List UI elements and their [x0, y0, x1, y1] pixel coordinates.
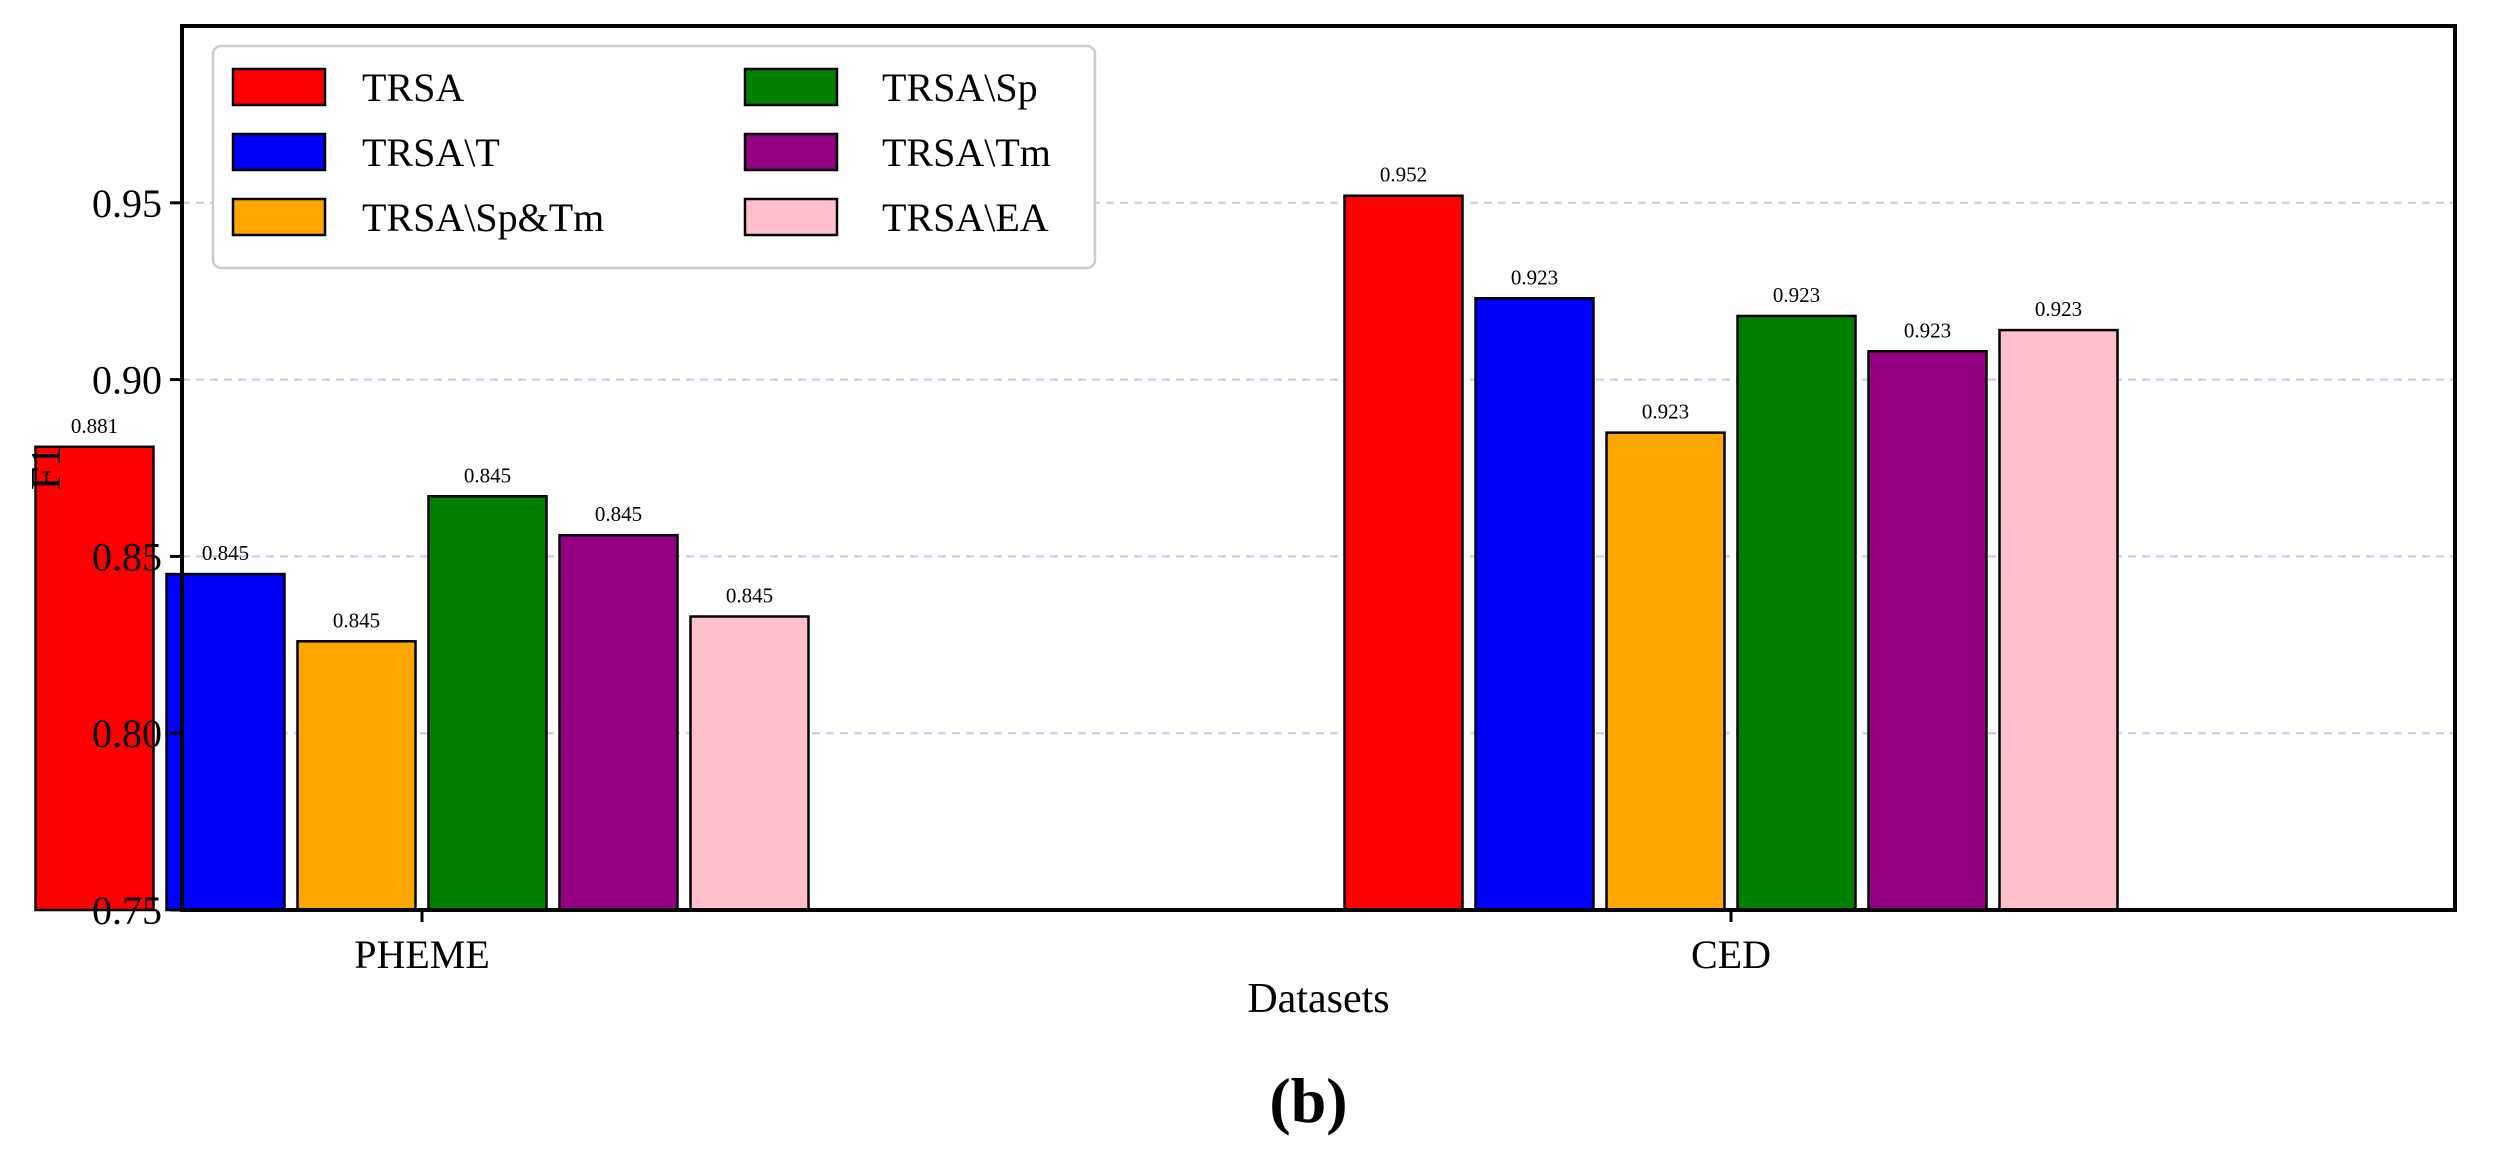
bar-pheme-0 [34, 445, 155, 912]
legend-label: TRSA\Sp&Tm [362, 195, 604, 240]
legend-swatch [231, 132, 327, 172]
data-label: 0.845 [202, 541, 249, 565]
data-label: 0.881 [71, 414, 118, 438]
legend-label: TRSA\EA [882, 195, 1049, 240]
data-label: 0.923 [2035, 297, 2082, 321]
legend-swatch [231, 197, 327, 237]
bar-pheme-4 [558, 533, 679, 912]
legend-box [211, 44, 1097, 270]
y-tick-label: 0.80 [92, 711, 162, 756]
bar-ced-5 [1998, 328, 2119, 912]
y-tick-label: 0.85 [92, 534, 162, 579]
data-label: 0.845 [595, 502, 642, 526]
legend-swatch [743, 132, 839, 172]
data-label: 0.923 [1511, 265, 1558, 289]
bar-ced-2 [1605, 431, 1726, 912]
data-label: 0.845 [464, 463, 511, 487]
legend-label: TRSA\Sp [882, 65, 1038, 110]
x-tick-label: CED [1691, 932, 1771, 977]
panel-label: (b) [1269, 1065, 1347, 1136]
bar-pheme-5 [689, 615, 810, 912]
data-label: 0.845 [726, 584, 773, 608]
y-tick-label: 0.75 [92, 888, 162, 933]
legend-label: TRSA\Tm [882, 130, 1051, 175]
data-label: 0.923 [1904, 318, 1951, 342]
legend-swatch [231, 67, 327, 107]
plot-frame [180, 24, 2457, 912]
legend-label: TRSA [362, 65, 464, 110]
data-label: 0.952 [1380, 163, 1427, 187]
x-tick-label: PHEME [354, 932, 490, 977]
bar-pheme-1 [165, 572, 286, 912]
legend: TRSA TRSA\T TRSA\Sp&Tm TRSA\Sp TRSA\Tm TRSA\E… [211, 44, 1097, 270]
data-labels: 0.881 0.845 0.845 0.845 0.845 0.845 0.952 0.923… [71, 163, 2082, 633]
bar-pheme-3 [427, 495, 548, 912]
y-tick-label: 0.90 [92, 358, 162, 403]
y-tick-label: 0.95 [92, 181, 162, 226]
y-axis-label: F1 [24, 446, 70, 490]
bar-ced-1 [1474, 297, 1595, 912]
x-axis-ticks: PHEME CED [354, 910, 1771, 977]
legend-swatch [743, 197, 839, 237]
bar-ced-0 [1343, 194, 1464, 912]
legend-label: TRSA\T [362, 130, 500, 175]
data-label: 0.923 [1773, 283, 1820, 307]
bar-pheme-2 [296, 640, 417, 912]
legend-swatch [743, 67, 839, 107]
bar-ced-3 [1736, 314, 1857, 912]
data-label: 0.923 [1642, 400, 1689, 424]
x-axis-label: Datasets [1247, 976, 1389, 1022]
data-label: 0.845 [333, 608, 380, 632]
bar-ced-4 [1867, 350, 1988, 912]
bars [34, 194, 2119, 912]
y-axis-ticks: 0.75 0.80 0.85 0.90 0.95 [92, 181, 182, 933]
